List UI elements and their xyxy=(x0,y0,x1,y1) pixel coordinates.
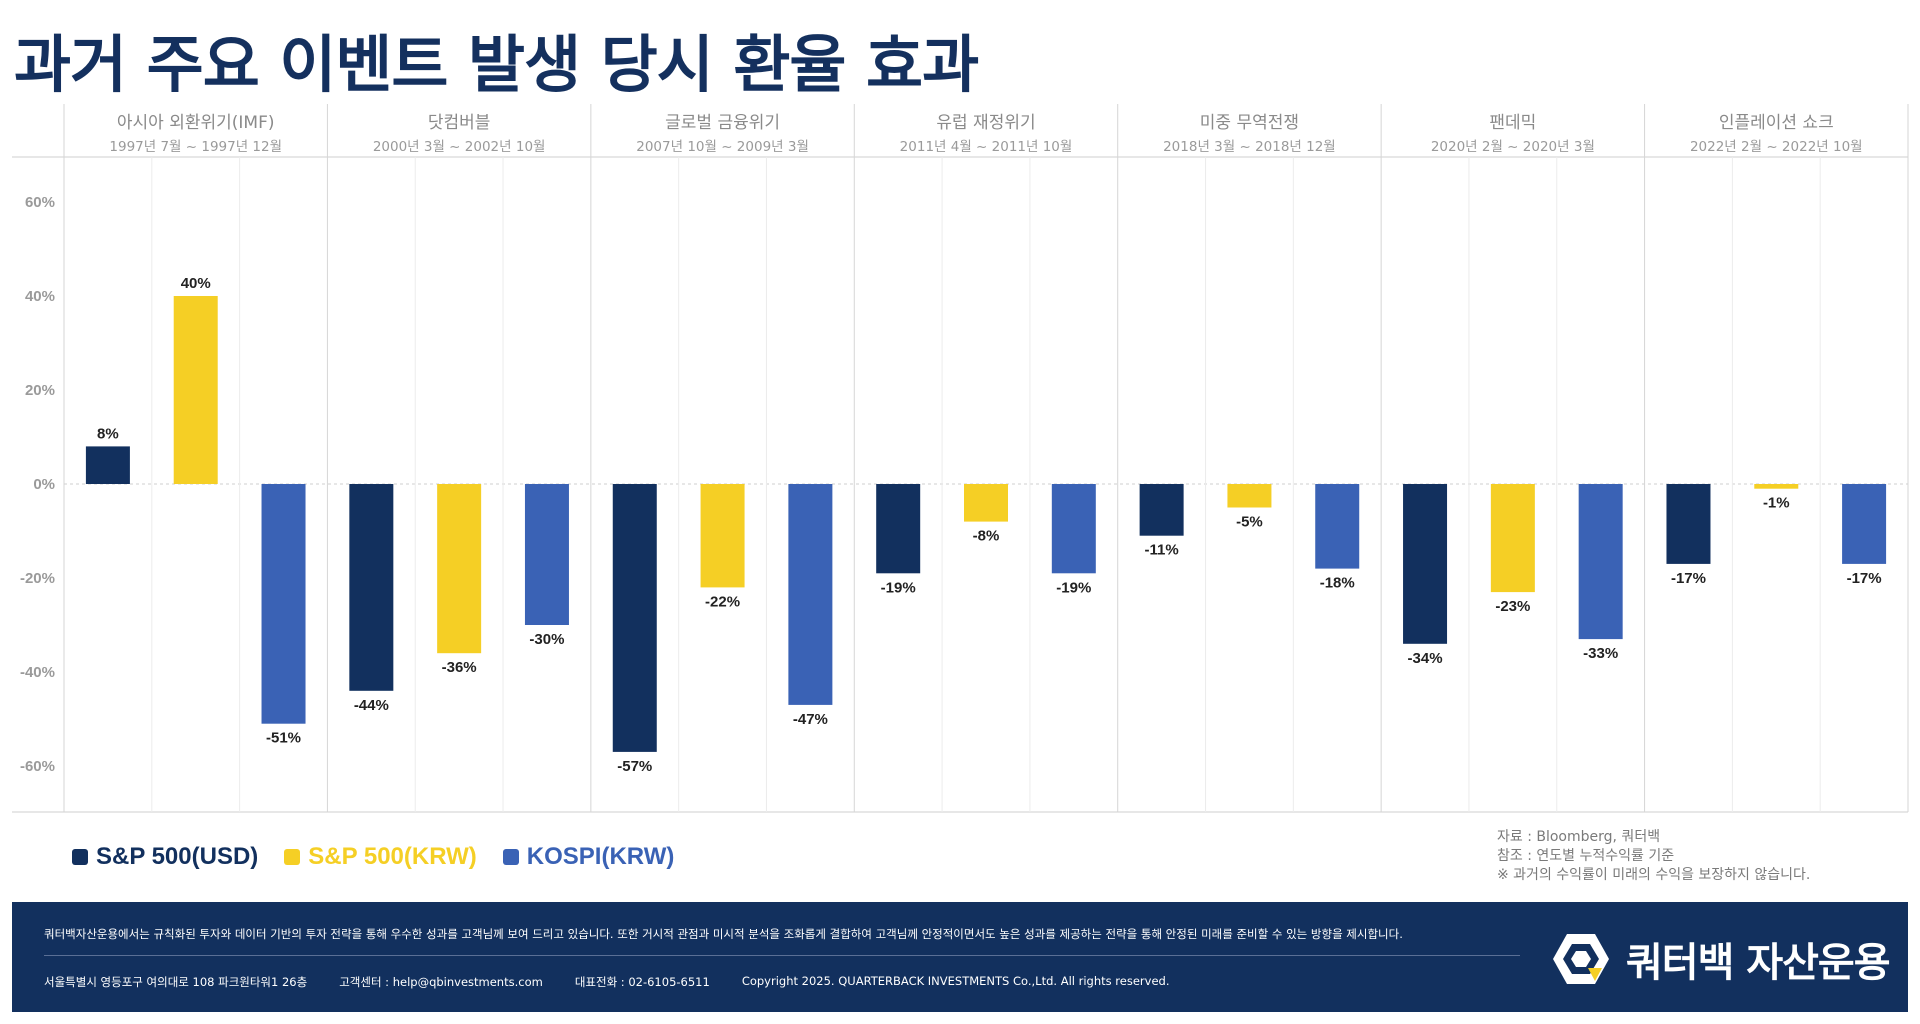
company-name: 쿼터백 자산운용 xyxy=(1626,940,1891,986)
bar xyxy=(1490,484,1535,593)
disclaimer-note: ※ 과거의 수익률이 미래의 수익을 보장하지 않습니다. xyxy=(1497,867,1811,883)
data-label: -19% xyxy=(1056,579,1091,596)
bar xyxy=(1403,484,1448,644)
legend-item-sp500-krw: S&P 500(KRW) xyxy=(284,843,477,871)
quarterback-logo-icon xyxy=(1553,934,1609,984)
legend-label-kospi-krw: KOSPI(KRW) xyxy=(526,843,675,870)
bar xyxy=(612,484,657,752)
bar xyxy=(173,296,218,484)
data-label: -57% xyxy=(617,758,652,775)
bar xyxy=(1842,484,1887,564)
bar xyxy=(964,484,1008,522)
data-label: -17% xyxy=(1671,570,1706,587)
bar xyxy=(788,484,833,705)
legend-label-sp500-krw: S&P 500(KRW) xyxy=(308,843,477,870)
data-label: -1% xyxy=(1763,495,1790,512)
data-label: -51% xyxy=(266,730,301,747)
category-period: 2000년 3월 ~ 2002년 10월 xyxy=(373,139,546,155)
category-label: 미중 무역전쟁 xyxy=(1200,113,1299,133)
legend-swatch-sp500-usd xyxy=(72,849,88,865)
y-tick-label: 20% xyxy=(25,382,55,399)
legend-swatch-kospi-krw xyxy=(502,849,519,865)
bar xyxy=(524,484,569,625)
data-label: -47% xyxy=(793,711,828,728)
bar xyxy=(437,484,482,654)
footer-address: 서울특별시 영등포구 여의대로 108 파크원타워1 26층 xyxy=(44,975,308,989)
category-period: 2020년 2월 ~ 2020년 3월 xyxy=(1431,139,1595,155)
legend-swatch-sp500-krw xyxy=(284,849,301,865)
data-label: -8% xyxy=(973,528,1000,545)
category-label: 닷컴버블 xyxy=(428,113,491,133)
category-period: 1997년 7월 ~ 1997년 12월 xyxy=(109,139,282,155)
footer-customer-center: 고객센터 : help@qbinvestments.com xyxy=(339,975,543,989)
bar xyxy=(1139,484,1184,536)
bar xyxy=(1315,484,1360,569)
chart-legend: S&P 500(USD) S&P 500(KRW) KOSPI(KRW) xyxy=(72,843,674,871)
bar xyxy=(1666,484,1711,564)
data-label: -34% xyxy=(1408,650,1443,667)
category-label: 아시아 외환위기(IMF) xyxy=(117,113,275,133)
footer-copyright: Copyright 2025. QUARTERBACK INVESTMENTS … xyxy=(741,974,1170,988)
data-label: -33% xyxy=(1583,645,1618,662)
data-label: 40% xyxy=(181,275,211,292)
data-label: 8% xyxy=(97,425,119,442)
footer-bar: 쿼터백자산운용에서는 규칙화된 투자와 데이터 기반의 투자 전략을 통해 우수… xyxy=(12,902,1908,1012)
legend-item-kospi-krw: KOSPI(KRW) xyxy=(502,843,675,871)
bar xyxy=(349,484,394,691)
source-notes: 자료 : Bloomberg, 쿼터백 참조 : 연도별 누적수익률 기준 ※ … xyxy=(1497,828,1810,885)
legend-item-sp500-usd: S&P 500(USD) xyxy=(72,843,258,871)
y-tick-label: -60% xyxy=(20,758,55,775)
y-tick-label: -40% xyxy=(20,664,55,681)
bar xyxy=(1051,484,1096,574)
category-period: 2011년 4월 ~ 2011년 10월 xyxy=(900,139,1073,155)
bar xyxy=(1754,484,1799,489)
data-label: -30% xyxy=(529,631,564,648)
category-label: 팬데믹 xyxy=(1489,113,1536,133)
bar xyxy=(261,484,306,724)
data-label: -11% xyxy=(1145,542,1179,559)
data-label: -44% xyxy=(354,697,389,714)
bar xyxy=(700,484,745,588)
y-tick-label: 40% xyxy=(25,288,55,305)
data-label: -5% xyxy=(1236,514,1263,531)
footer-divider xyxy=(44,955,1520,956)
category-label: 글로벌 금융위기 xyxy=(665,113,780,133)
data-label: -36% xyxy=(442,659,477,676)
bar-chart: 60% 40% 20% 0% -20% -40% -60% 아시아 외환위기(IMF) 1997… xyxy=(12,104,1909,813)
reference-note: 참조 : 연도별 누적수익률 기준 xyxy=(1497,848,1675,864)
data-label: -22% xyxy=(705,593,740,610)
category-period: 2007년 10월 ~ 2009년 3월 xyxy=(636,139,809,155)
legend-label-sp500-usd: S&P 500(USD) xyxy=(96,843,259,870)
bar xyxy=(1578,484,1623,640)
category-period: 2018년 3월 ~ 2018년 12월 xyxy=(1163,139,1336,155)
source-note: 자료 : Bloomberg, 쿼터백 xyxy=(1497,829,1661,845)
footer-description: 쿼터백자산운용에서는 규칙화된 투자와 데이터 기반의 투자 전략을 통해 우수… xyxy=(44,927,1403,941)
y-tick-label: 0% xyxy=(33,476,55,493)
bar xyxy=(1227,484,1272,508)
y-tick-label: -20% xyxy=(20,570,55,587)
page-title: 과거 주요 이벤트 발생 당시 환율 효과 xyxy=(14,28,979,101)
bar xyxy=(85,446,130,484)
footer-phone: 대표전화 : 02-6105-6511 xyxy=(574,975,710,989)
category-label: 인플레이션 쇼크 xyxy=(1719,113,1834,133)
data-label: -19% xyxy=(881,579,916,596)
data-label: -23% xyxy=(1495,598,1530,615)
category-label: 유럽 재정위기 xyxy=(936,113,1035,133)
y-tick-label: 60% xyxy=(25,194,55,211)
category-period: 2022년 2월 ~ 2022년 10월 xyxy=(1690,139,1863,155)
footer-info: 서울특별시 영등포구 여의대로 108 파크원타워1 26층 고객센터 : he… xyxy=(44,974,1169,990)
company-logo: 쿼터백 자산운용 xyxy=(1552,930,1891,988)
data-label: -18% xyxy=(1320,575,1355,592)
bar xyxy=(876,484,921,574)
data-label: -17% xyxy=(1847,570,1882,587)
